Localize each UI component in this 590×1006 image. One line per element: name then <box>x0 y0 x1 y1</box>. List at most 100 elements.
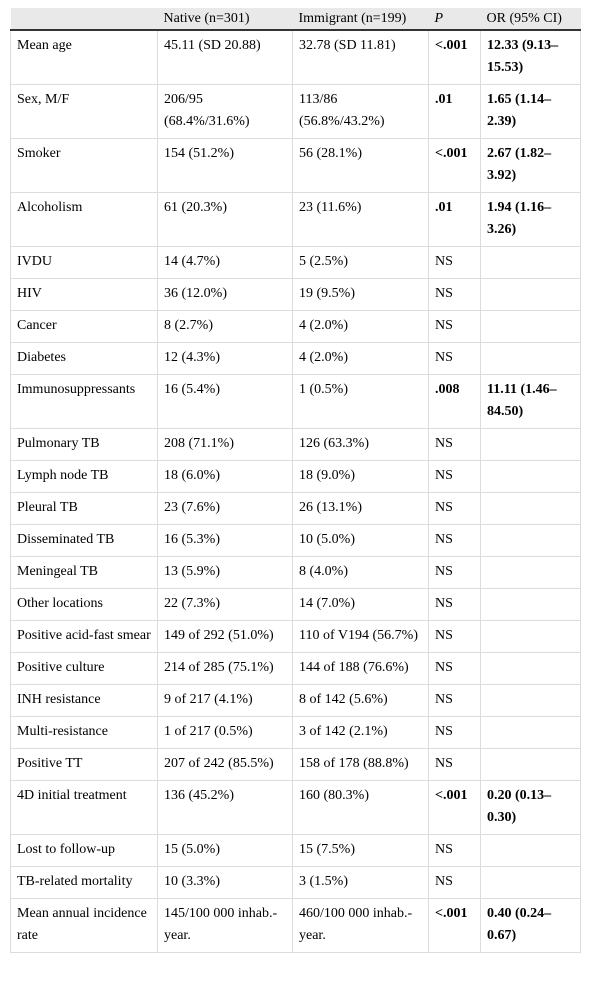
table-cell: 16 (5.4%) <box>157 374 293 429</box>
table-cell: 136 (45.2%) <box>157 780 293 835</box>
table-cell: .008 <box>428 374 481 429</box>
table-cell: 9 of 217 (4.1%) <box>157 684 293 717</box>
table-cell: 56 (28.1%) <box>292 138 429 193</box>
row-label: Lost to follow-up <box>10 834 158 867</box>
table-cell: NS <box>428 588 481 621</box>
table-cell: 154 (51.2%) <box>157 138 293 193</box>
table-cell: .01 <box>428 84 481 139</box>
table-header: Native (n=301) Immigrant (n=199) P OR (95% … <box>10 8 581 31</box>
header-cell: Immigrant (n=199) <box>292 8 429 31</box>
table-row: INH resistance 9 of 217 (4.1%) 8 of 142 (5… <box>10 684 581 717</box>
table-row: Pulmonary TB 208 (71.1%) 126 (63.3%) NS <box>10 428 581 461</box>
table-cell <box>480 492 581 525</box>
row-label: Positive TT <box>10 748 158 781</box>
row-label: Immunosuppressants <box>10 374 158 429</box>
header-row: Native (n=301) Immigrant (n=199) P OR (95% … <box>10 8 581 31</box>
row-label: Positive acid-fast smear <box>10 620 158 653</box>
row-label: Other locations <box>10 588 158 621</box>
row-label: Meningeal TB <box>10 556 158 589</box>
table-cell: <.001 <box>428 780 481 835</box>
table-cell: NS <box>428 428 481 461</box>
table-row: TB-related mortality 10 (3.3%) 3 (1.5%) NS <box>10 866 581 899</box>
table-row: Meningeal TB 13 (5.9%) 8 (4.0%) NS <box>10 556 581 589</box>
table-cell: 16 (5.3%) <box>157 524 293 557</box>
row-label: INH resistance <box>10 684 158 717</box>
table-cell: 45.11 (SD 20.88) <box>157 29 293 85</box>
table-cell: 23 (7.6%) <box>157 492 293 525</box>
table-row: Other locations 22 (7.3%) 14 (7.0%) NS <box>10 588 581 621</box>
table-cell: 8 (4.0%) <box>292 556 429 589</box>
table-cell <box>480 556 581 589</box>
row-label: Diabetes <box>10 342 158 375</box>
row-label: Pleural TB <box>10 492 158 525</box>
table-cell: NS <box>428 342 481 375</box>
table-cell: NS <box>428 652 481 685</box>
table-cell: NS <box>428 524 481 557</box>
table-cell: <.001 <box>428 29 481 85</box>
table-cell <box>480 428 581 461</box>
table-cell <box>480 652 581 685</box>
table-cell: 12 (4.3%) <box>157 342 293 375</box>
table-cell: 208 (71.1%) <box>157 428 293 461</box>
header-cell: OR (95% CI) <box>480 8 581 31</box>
row-label: Alcoholism <box>10 192 158 247</box>
table-cell <box>480 834 581 867</box>
table-cell: NS <box>428 460 481 493</box>
table-cell: 1 of 217 (0.5%) <box>157 716 293 749</box>
table-cell: NS <box>428 834 481 867</box>
row-label: Disseminated TB <box>10 524 158 557</box>
table-cell: 22 (7.3%) <box>157 588 293 621</box>
table-cell: .01 <box>428 192 481 247</box>
row-label: Pulmonary TB <box>10 428 158 461</box>
table-cell <box>480 748 581 781</box>
table-cell <box>480 460 581 493</box>
table-cell: 206/95 (68.4%/31.6%) <box>157 84 293 139</box>
table-cell: 36 (12.0%) <box>157 278 293 311</box>
table-cell <box>480 866 581 899</box>
table-row: Diabetes 12 (4.3%) 4 (2.0%) NS <box>10 342 581 375</box>
table-cell <box>480 620 581 653</box>
table-cell: 15 (5.0%) <box>157 834 293 867</box>
table-row: Positive acid-fast smear 149 of 292 (51.0… <box>10 620 581 653</box>
table-cell: 23 (11.6%) <box>292 192 429 247</box>
row-label: IVDU <box>10 246 158 279</box>
data-table: Native (n=301) Immigrant (n=199) P OR (95% … <box>10 8 581 953</box>
table-cell: 3 of 142 (2.1%) <box>292 716 429 749</box>
table-cell: 0.20 (0.13–0.30) <box>480 780 581 835</box>
table-cell <box>480 278 581 311</box>
row-label: TB-related mortality <box>10 866 158 899</box>
table-row: Alcoholism 61 (20.3%) 23 (11.6%) .01 1.94 (1… <box>10 192 581 247</box>
table-row: Mean age 45.11 (SD 20.88) 32.78 (SD 11.81)… <box>10 29 581 85</box>
table-row: Lost to follow-up 15 (5.0%) 15 (7.5%) NS <box>10 834 581 867</box>
table-cell: 32.78 (SD 11.81) <box>292 29 429 85</box>
table-row: Lymph node TB 18 (6.0%) 18 (9.0%) NS <box>10 460 581 493</box>
row-label: Mean age <box>10 29 158 85</box>
table-cell: 1 (0.5%) <box>292 374 429 429</box>
table-cell: 14 (4.7%) <box>157 246 293 279</box>
row-label: Smoker <box>10 138 158 193</box>
table-cell: 10 (5.0%) <box>292 524 429 557</box>
table-row: Positive culture 214 of 285 (75.1%) 144 of… <box>10 652 581 685</box>
table-row: HIV 36 (12.0%) 19 (9.5%) NS <box>10 278 581 311</box>
table-cell <box>480 684 581 717</box>
table-cell: NS <box>428 246 481 279</box>
header-cell: Native (n=301) <box>157 8 293 31</box>
table-cell: 207 of 242 (85.5%) <box>157 748 293 781</box>
table-cell: 110 of V194 (56.7%) <box>292 620 429 653</box>
table-cell: 18 (9.0%) <box>292 460 429 493</box>
table-cell <box>480 310 581 343</box>
table-cell: NS <box>428 492 481 525</box>
table-cell: 10 (3.3%) <box>157 866 293 899</box>
table-cell: NS <box>428 684 481 717</box>
table-cell: NS <box>428 556 481 589</box>
table-cell: 160 (80.3%) <box>292 780 429 835</box>
table-cell: NS <box>428 748 481 781</box>
table-cell: 11.11 (1.46–84.50) <box>480 374 581 429</box>
table-row: Smoker 154 (51.2%) 56 (28.1%) <.001 2.67 (1.… <box>10 138 581 193</box>
table-cell: 460/100 000 inhab.-year. <box>292 898 429 953</box>
table-cell: NS <box>428 866 481 899</box>
table-cell: 4 (2.0%) <box>292 310 429 343</box>
row-label: Positive culture <box>10 652 158 685</box>
row-label: Mean annual incidence rate <box>10 898 158 953</box>
